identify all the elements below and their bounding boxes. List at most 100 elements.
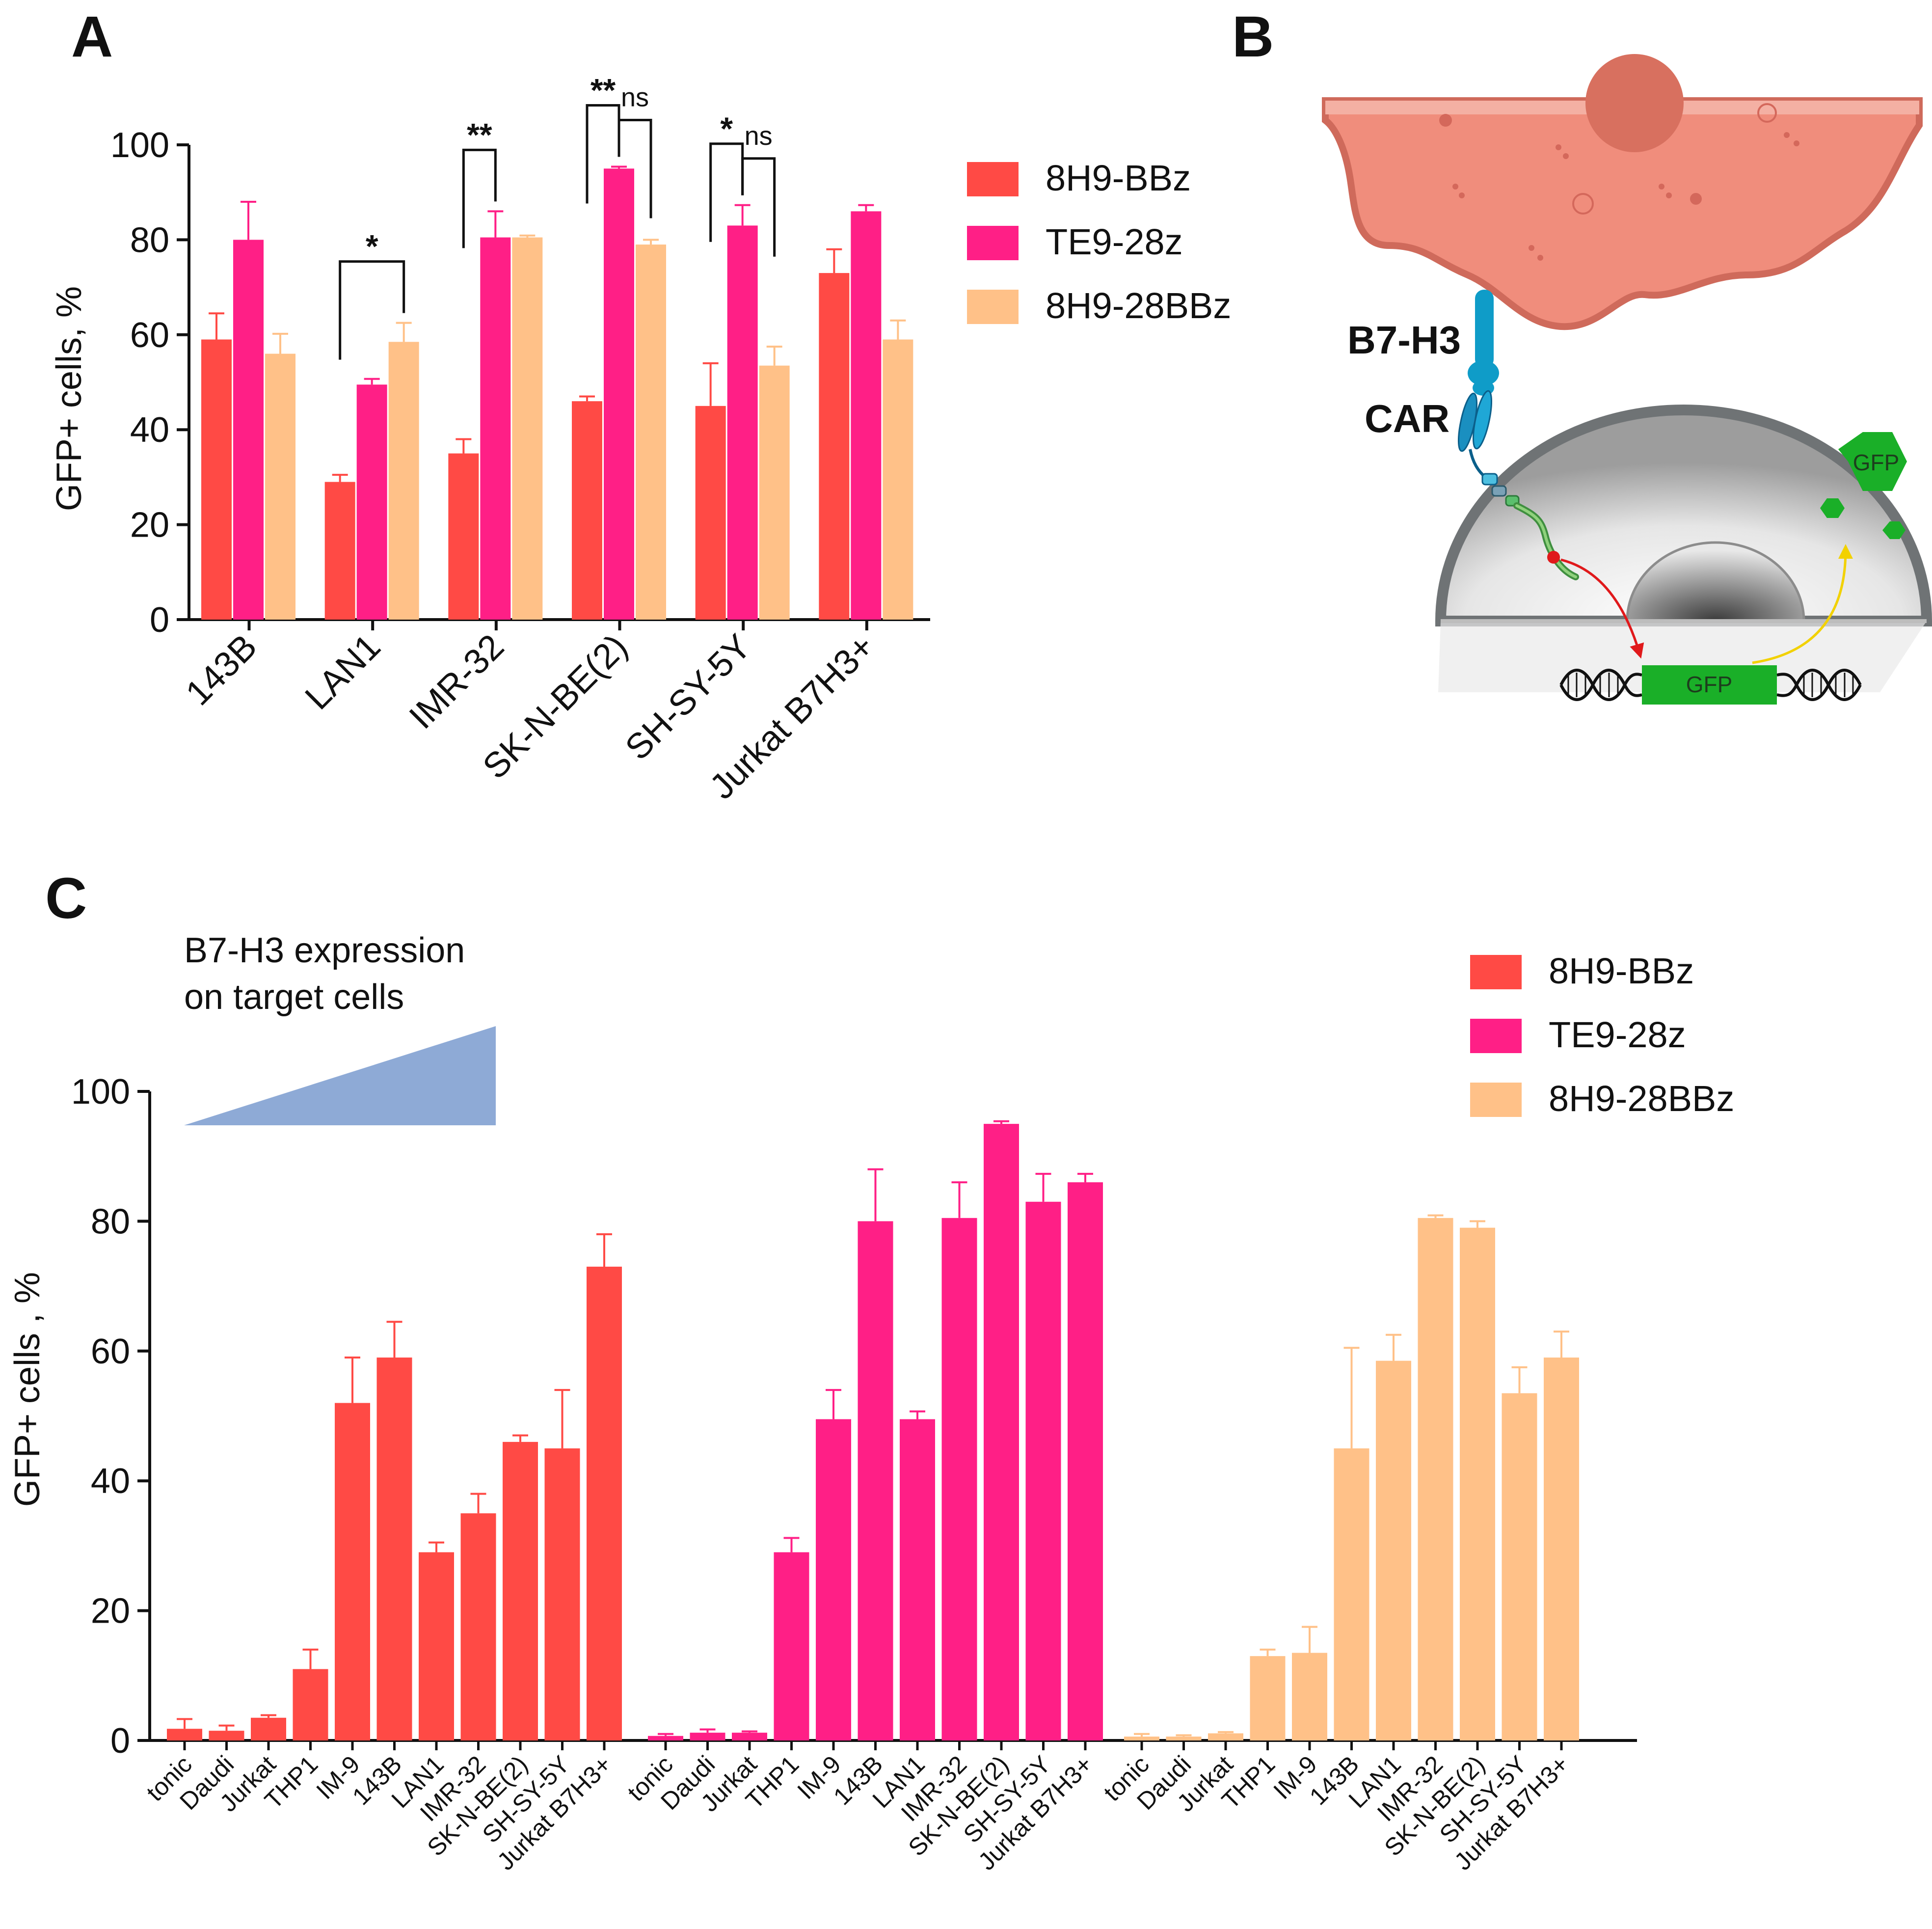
b7h3-stalk (1475, 290, 1494, 368)
bar (1544, 1358, 1579, 1740)
bar (587, 1266, 622, 1740)
bar (941, 1218, 977, 1740)
vesicle (1537, 255, 1543, 261)
significance-bracket (617, 118, 652, 218)
significance-label: ** (590, 72, 616, 108)
significance-label: * (366, 228, 378, 265)
legend-label: TE9-28z (1549, 1014, 1686, 1055)
significance-bracket (741, 157, 776, 257)
legend-label: 8H9-28BBz (1046, 285, 1231, 326)
bar (1334, 1448, 1369, 1740)
vesicle (1794, 140, 1799, 146)
vesicle (1529, 245, 1534, 251)
bar (1292, 1653, 1327, 1740)
t-cell-nucleus (1626, 541, 1805, 623)
bar (1418, 1218, 1453, 1740)
bar (544, 1448, 580, 1740)
bar (480, 237, 511, 620)
vesicle (1556, 144, 1561, 150)
y-tick-label: 40 (130, 410, 169, 450)
car-domain-right (1472, 390, 1493, 450)
panel-c-chart: GFP+ cells , % B7-H3 expression on targe… (8, 931, 1637, 1875)
car-tm-domain (1481, 473, 1498, 486)
legend-label: 8H9-BBz (1549, 951, 1694, 991)
x-tick-label: IMR-32 (402, 627, 511, 736)
panel-a-chart: GFP+ cells, % 0 20 40 60 80 100 143B LAN1 IMR-32… (50, 72, 930, 807)
y-tick-label: 60 (130, 316, 169, 355)
bar (1376, 1360, 1411, 1740)
expression-gradient-triangle (184, 1026, 496, 1125)
bar (732, 1733, 767, 1740)
bar (695, 406, 726, 620)
bar (265, 353, 295, 620)
panel-a-legend: 8H9-BBz TE9-28z 8H9-28BBz (967, 158, 1231, 326)
vesicle (1459, 192, 1465, 198)
vesicle (1439, 114, 1452, 127)
panel-c-y-axis-title: GFP+ cells , % (8, 1272, 47, 1507)
bar (335, 1403, 370, 1740)
significance-bracket (462, 148, 497, 248)
gfp-expression-arrow (1752, 544, 1853, 664)
bar (858, 1221, 893, 1740)
tumor-cell (1322, 97, 1923, 330)
legend-swatch (1470, 1019, 1522, 1053)
y-tick-label: 0 (150, 600, 169, 640)
bar (690, 1733, 725, 1740)
x-tick-label: LAN1 (298, 627, 388, 717)
significance-label: ns (745, 121, 773, 151)
y-tick-label: 20 (91, 1592, 130, 1631)
bar (900, 1419, 935, 1740)
bar (512, 237, 543, 620)
bar (816, 1419, 851, 1740)
y-tick-label: 0 (110, 1721, 130, 1761)
bar (209, 1731, 244, 1740)
legend-swatch (1470, 955, 1522, 989)
bar (1068, 1182, 1103, 1740)
y-tick-label: 80 (91, 1202, 130, 1241)
car-label: CAR (1365, 397, 1449, 440)
y-tick-label: 60 (91, 1332, 130, 1371)
significance-label: ** (467, 116, 492, 153)
significance-label: * (720, 110, 733, 147)
b7h3-label: B7-H3 (1347, 318, 1461, 362)
bar (460, 1513, 496, 1740)
y-tick-label: 40 (91, 1462, 130, 1501)
bar (376, 1358, 412, 1740)
legend-swatch (967, 290, 1019, 324)
gfp-gene-label: GFP (1686, 672, 1733, 697)
bar (448, 453, 479, 620)
bar (503, 1441, 538, 1740)
bar (233, 240, 264, 620)
y-tick-label: 100 (110, 126, 169, 165)
tumor-nucleus (1585, 54, 1684, 152)
gfp-protein-small (1820, 498, 1845, 518)
b7h3-head (1468, 360, 1499, 386)
bar (356, 384, 387, 620)
vesicle (1666, 192, 1672, 198)
legend-label: 8H9-BBz (1046, 158, 1191, 198)
vesicle (1690, 193, 1702, 205)
bar (293, 1669, 328, 1740)
vesicle (1563, 153, 1569, 159)
bar (419, 1552, 454, 1740)
legend-label: 8H9-28BBz (1549, 1078, 1734, 1119)
y-tick-label: 80 (130, 220, 169, 260)
gfp-protein-label: GFP (1853, 450, 1900, 475)
bar (572, 401, 602, 620)
vesicle (1452, 184, 1458, 190)
gfp-gene (1642, 665, 1777, 705)
expression-annotation-line2: on target cells (184, 978, 404, 1017)
bar (1460, 1227, 1495, 1740)
bar (1166, 1737, 1202, 1740)
significance-bracket (339, 260, 405, 360)
bar (819, 273, 850, 620)
bar (759, 365, 790, 620)
gfp-protein-small (1882, 521, 1905, 539)
legend-swatch (1470, 1083, 1522, 1117)
car-costim-domain (1491, 485, 1507, 497)
signal-dot (1547, 551, 1560, 564)
vesicle (1757, 103, 1777, 123)
bar (604, 168, 634, 620)
panel-b-letter: B (1232, 4, 1274, 69)
